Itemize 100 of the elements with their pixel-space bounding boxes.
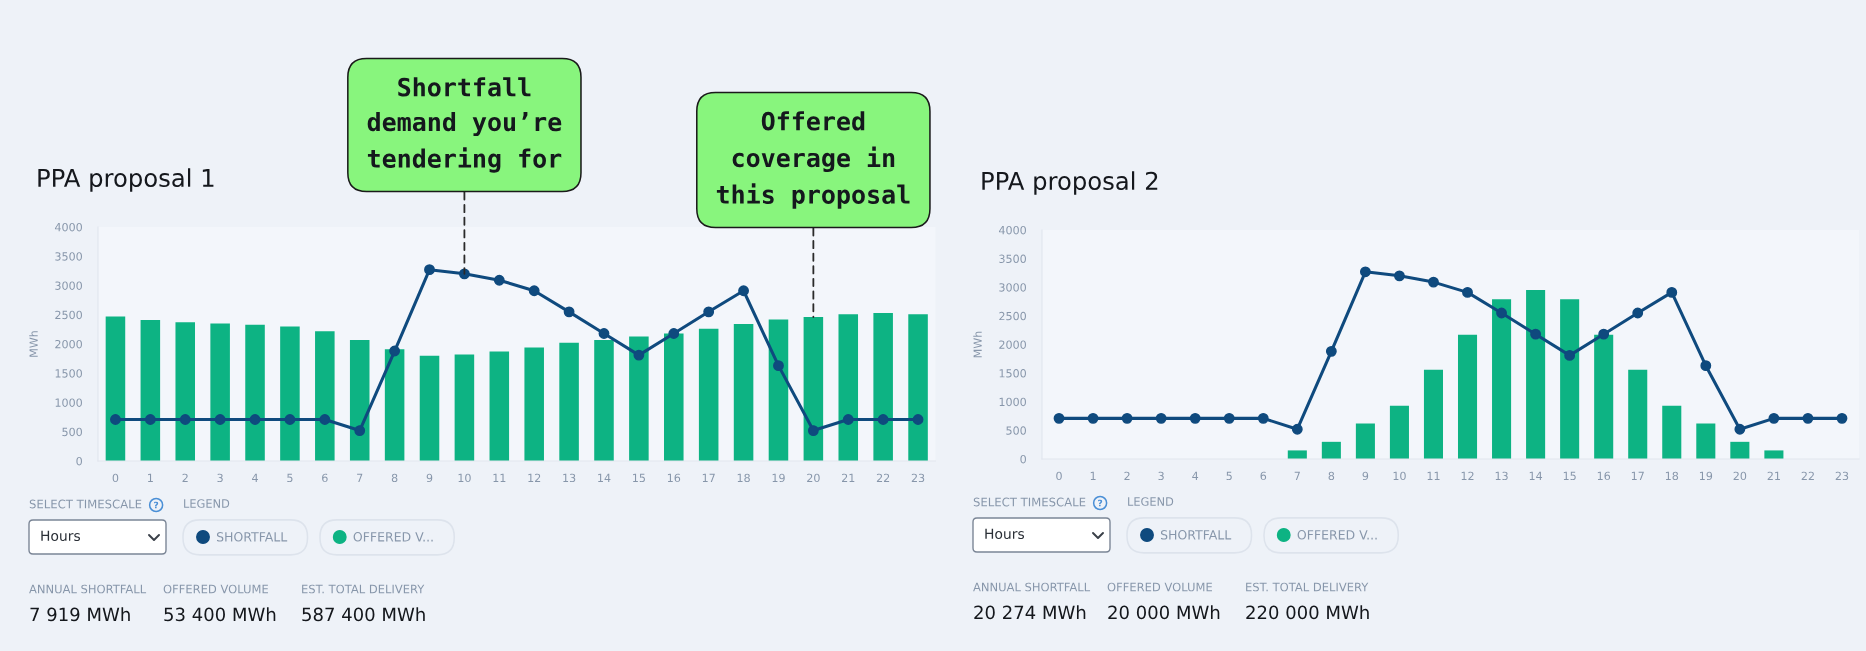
point: [1155, 412, 1167, 424]
point: [1462, 286, 1473, 298]
point: [493, 274, 505, 286]
x-tick-label: 18: [737, 473, 750, 483]
point: [319, 414, 331, 425]
point: [354, 425, 366, 436]
bar: [733, 324, 754, 461]
bar: [524, 347, 544, 461]
x-tick-label: 9: [426, 473, 433, 483]
x-tick-label: 21: [842, 473, 855, 482]
point: [807, 425, 819, 436]
annotation: Offered coverage in this proposal: [716, 111, 910, 209]
point: [738, 285, 749, 297]
bar: [873, 312, 893, 461]
y-tick-label: 2500: [55, 310, 82, 320]
x-tick-label: 4: [252, 473, 258, 482]
text: EST. TOTAL DELIVERY: [302, 584, 425, 594]
bar: [419, 355, 440, 461]
legend-label: OFFERED V...: [353, 532, 433, 542]
chart-title: PPA proposal 2: [982, 171, 1158, 195]
text: OFFERED VOLUME: [1107, 582, 1212, 592]
x-tick-label: 15: [1563, 471, 1576, 481]
bar: [454, 354, 475, 461]
x-tick-label: 2: [182, 473, 188, 482]
point: [1189, 412, 1201, 424]
point: [1666, 286, 1678, 298]
bar: [908, 314, 928, 461]
point: [1836, 412, 1848, 424]
bar: [1389, 405, 1409, 459]
y-tick-label: 1500: [999, 369, 1026, 378]
text: EST. TOTAL DELIVERY: [1246, 582, 1369, 592]
y-tick-label: 1000: [999, 397, 1026, 407]
x-tick-label: 4: [1192, 471, 1199, 480]
text: 7 919 MWh: [30, 607, 130, 622]
point: [1257, 412, 1269, 424]
x-tick-label: 16: [667, 473, 681, 483]
bar: [698, 328, 719, 461]
text: 20 274 MWh: [974, 605, 1086, 620]
point: [1087, 412, 1099, 424]
bar: [1287, 450, 1307, 459]
x-tick-label: 16: [1597, 471, 1611, 481]
point: [668, 328, 680, 339]
x-tick-label: 17: [1631, 471, 1644, 480]
bar: [1355, 423, 1375, 459]
bar: [594, 339, 614, 461]
legend-label: SHORTFALL: [216, 532, 288, 542]
bar: [559, 342, 579, 461]
x-tick-label: 18: [1665, 471, 1679, 481]
bar: [315, 331, 335, 461]
x-tick-label: 5: [1226, 471, 1232, 481]
point: [912, 414, 924, 425]
y-tick-label: 1000: [55, 398, 82, 407]
x-tick-label: 12: [1461, 471, 1474, 480]
bar: [210, 323, 230, 461]
bar: [245, 324, 265, 461]
point: [424, 264, 435, 276]
point: [1223, 412, 1235, 424]
legend-label: SHORTFALL: [1160, 530, 1232, 540]
bar: [768, 319, 789, 461]
point: [598, 328, 610, 339]
point: [1053, 412, 1065, 424]
y-tick-label: 500: [1006, 426, 1026, 435]
x-tick-label: 11: [493, 473, 506, 482]
x-tick-label: 12: [528, 473, 541, 482]
x-tick-label: 19: [1699, 471, 1713, 481]
point: [773, 360, 784, 372]
y-tick-label: 2000: [55, 339, 82, 349]
annotation: Shortfall demand you’re tendering for: [367, 77, 562, 173]
bar: [629, 336, 649, 461]
point: [249, 414, 261, 425]
point: [842, 414, 854, 425]
bar: [838, 314, 859, 461]
x-tick-label: 9: [1362, 471, 1369, 481]
x-tick-label: 20: [807, 473, 820, 483]
point: [1121, 412, 1133, 424]
point: [1428, 276, 1439, 288]
bar: [175, 322, 196, 461]
x-tick-label: 14: [598, 473, 611, 482]
x-tick-label: 19: [772, 473, 785, 483]
x-tick-label: 5: [287, 473, 293, 483]
x-tick-label: 22: [876, 473, 890, 482]
point: [563, 306, 575, 318]
text: Hours: [985, 528, 1025, 540]
point: [528, 285, 540, 297]
y-tick-label: 1500: [55, 369, 82, 378]
point: [214, 414, 226, 425]
x-tick-label: 20: [1733, 471, 1747, 481]
point: [179, 414, 191, 425]
text: OFFERED VOLUME: [163, 584, 268, 594]
point: [1598, 328, 1610, 340]
point: [877, 414, 889, 425]
bar: [803, 317, 824, 461]
text: 220 000 MWh: [1246, 605, 1369, 620]
legend-label: OFFERED V...: [1297, 530, 1377, 540]
bar: [1457, 334, 1478, 459]
point: [1394, 270, 1405, 282]
y-tick-label: 2000: [999, 340, 1026, 349]
text: 20 000 MWh: [1108, 605, 1220, 620]
point: [1802, 412, 1814, 424]
point: [1734, 423, 1746, 435]
